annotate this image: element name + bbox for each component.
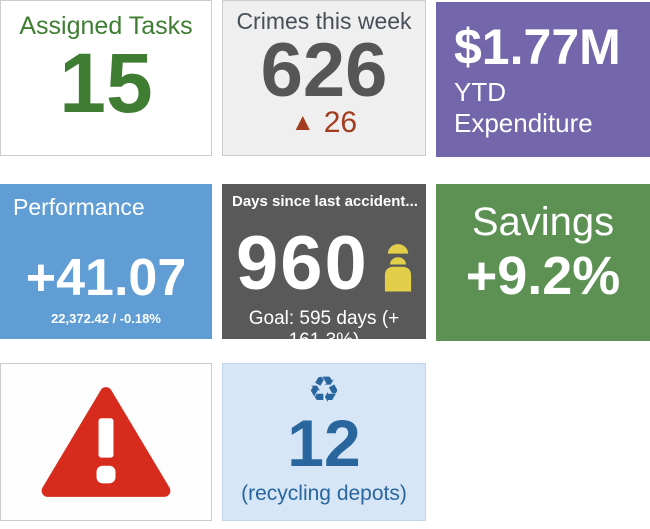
recycling-value: 12 bbox=[287, 406, 361, 480]
performance-value: +41.07 bbox=[25, 249, 187, 307]
crimes-value: 626 bbox=[260, 28, 388, 113]
performance-title: Performance bbox=[13, 194, 145, 220]
savings-card: Savings +9.2% bbox=[436, 184, 650, 341]
increase-arrow-icon: ▲ bbox=[290, 109, 315, 137]
crimes-card: Crimes this week 626 ▲ 26 bbox=[222, 0, 426, 156]
alert-card bbox=[0, 363, 212, 521]
crimes-title: Crimes this week bbox=[236, 8, 412, 34]
accident-value: 960 bbox=[236, 221, 369, 306]
accident-goal: Goal: 595 days (+ 161.3%) bbox=[248, 308, 400, 339]
crimes-delta: ▲ 26 bbox=[291, 106, 357, 140]
crimes-delta-value: 26 bbox=[323, 106, 358, 140]
accident-title: Days since last accident... bbox=[232, 193, 418, 210]
accident-card: Days since last accident... 960 Goal: 59… bbox=[222, 184, 426, 339]
recycling-label: (recycling depots) bbox=[241, 482, 407, 505]
assigned-tasks-title: Assigned Tasks bbox=[19, 12, 193, 40]
warning-triangle-icon bbox=[38, 381, 174, 503]
expenditure-label: YTD Expenditure bbox=[454, 77, 593, 138]
performance-detail: 22,372.42 / -0.18% bbox=[51, 311, 161, 326]
savings-title: Savings bbox=[471, 200, 615, 244]
savings-value: +9.2% bbox=[465, 246, 621, 306]
assigned-tasks-value: 15 bbox=[59, 36, 153, 130]
expenditure-card: $1.77M YTD Expenditure bbox=[436, 2, 650, 157]
recycling-card: ♻ 12 (recycling depots) bbox=[222, 363, 426, 521]
assigned-tasks-card: Assigned Tasks 15 bbox=[0, 0, 212, 156]
expenditure-value: $1.77M bbox=[454, 19, 621, 75]
worker-icon bbox=[382, 240, 414, 292]
recycle-icon: ♻ bbox=[307, 369, 341, 410]
performance-card: Performance +41.07 22,372.42 / -0.18% bbox=[0, 184, 212, 339]
